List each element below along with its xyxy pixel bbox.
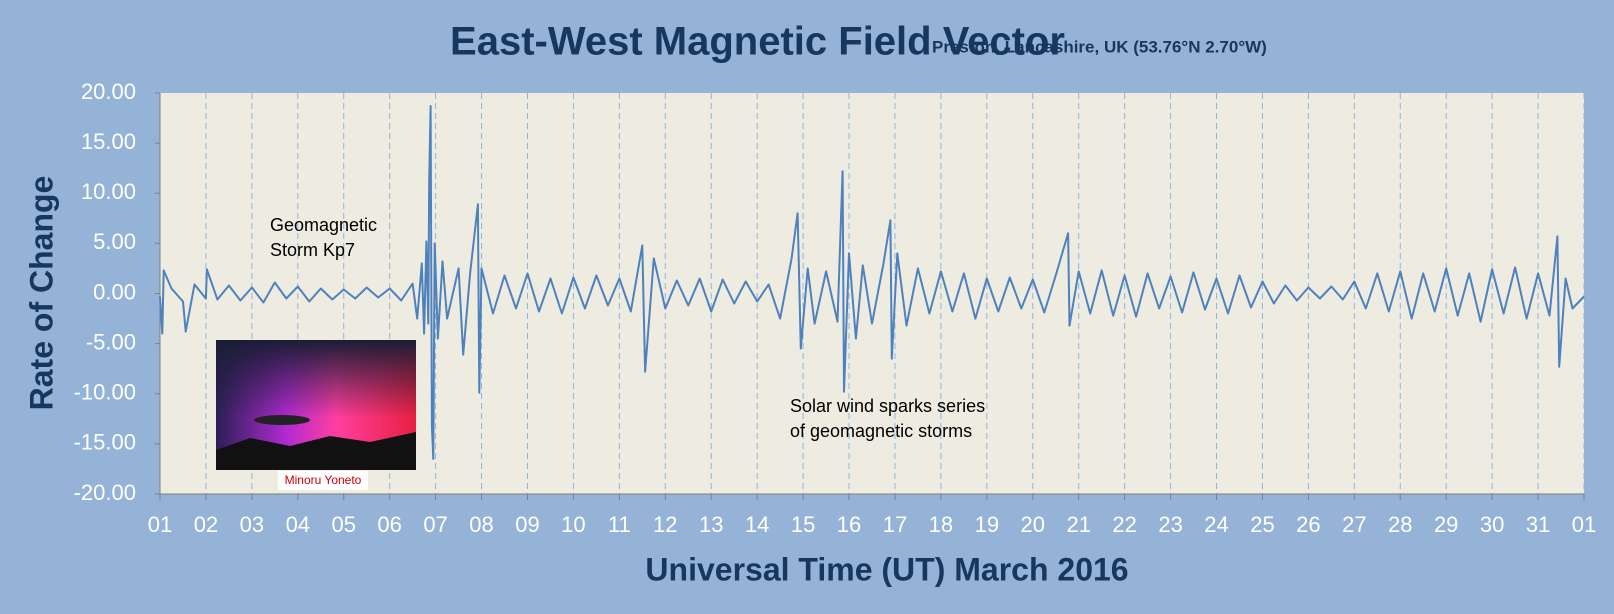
x-tick-label: 01 — [1572, 512, 1596, 537]
annotation: Storm Kp7 — [270, 240, 355, 260]
x-tick-label: 20 — [1021, 512, 1045, 537]
x-tick-label: 16 — [837, 512, 861, 537]
x-tick-label: 13 — [699, 512, 723, 537]
x-tick-label: 23 — [1158, 512, 1182, 537]
y-tick-label: -10.00 — [74, 380, 136, 405]
y-tick-label: -15.00 — [74, 430, 136, 455]
x-tick-label: 21 — [1066, 512, 1090, 537]
x-tick-label: 09 — [515, 512, 539, 537]
y-tick-label: -20.00 — [74, 480, 136, 505]
x-tick-label: 25 — [1250, 512, 1274, 537]
x-tick-label: 04 — [286, 512, 310, 537]
x-tick-label: 10 — [561, 512, 585, 537]
x-tick-label: 26 — [1296, 512, 1320, 537]
x-tick-label: 28 — [1388, 512, 1412, 537]
aurora-photo — [216, 340, 416, 470]
x-tick-label: 19 — [975, 512, 999, 537]
y-tick-label: 10.00 — [81, 179, 136, 204]
x-tick-label: 18 — [929, 512, 953, 537]
x-tick-label: 17 — [883, 512, 907, 537]
x-tick-label: 12 — [653, 512, 677, 537]
x-tick-label: 30 — [1480, 512, 1504, 537]
x-tick-label: 11 — [608, 512, 631, 537]
x-tick-label: 02 — [194, 512, 218, 537]
x-tick-label: 06 — [377, 512, 401, 537]
x-tick-label: 03 — [240, 512, 264, 537]
x-tick-label: 29 — [1434, 512, 1458, 537]
y-tick-label: 0.00 — [93, 279, 136, 304]
chart-subtitle: Preston, Lancashire, UK (53.76°N 2.70°W) — [932, 37, 1267, 56]
x-tick-label: 05 — [331, 512, 355, 537]
image-credit: Minoru Yoneto — [285, 473, 362, 487]
annotation: Solar wind sparks series — [790, 396, 985, 416]
data-line — [159, 105, 1585, 460]
chart-title: East-West Magnetic Field Vector — [450, 20, 1065, 64]
x-tick-label: 07 — [423, 512, 447, 537]
x-tick-label: 22 — [1112, 512, 1136, 537]
x-tick-label: 14 — [745, 512, 769, 537]
annotation: Geomagnetic — [270, 215, 377, 235]
x-axis-label: Universal Time (UT) March 2016 — [645, 551, 1128, 587]
y-axis-label: Rate of Change — [23, 176, 59, 411]
x-tick-label: 08 — [469, 512, 493, 537]
x-tick-label: 24 — [1204, 512, 1228, 537]
y-tick-label: 5.00 — [93, 229, 136, 254]
y-tick-label: 15.00 — [81, 129, 136, 154]
x-tick-label: 15 — [791, 512, 815, 537]
annotation: of geomagnetic storms — [790, 421, 972, 441]
y-tick-label: 20.00 — [81, 79, 136, 104]
credit-bg — [278, 471, 368, 490]
y-tick-label: -5.00 — [86, 329, 136, 354]
x-tick-label: 31 — [1526, 512, 1550, 537]
x-tick-label: 27 — [1342, 512, 1366, 537]
x-tick-label: 01 — [148, 512, 172, 537]
